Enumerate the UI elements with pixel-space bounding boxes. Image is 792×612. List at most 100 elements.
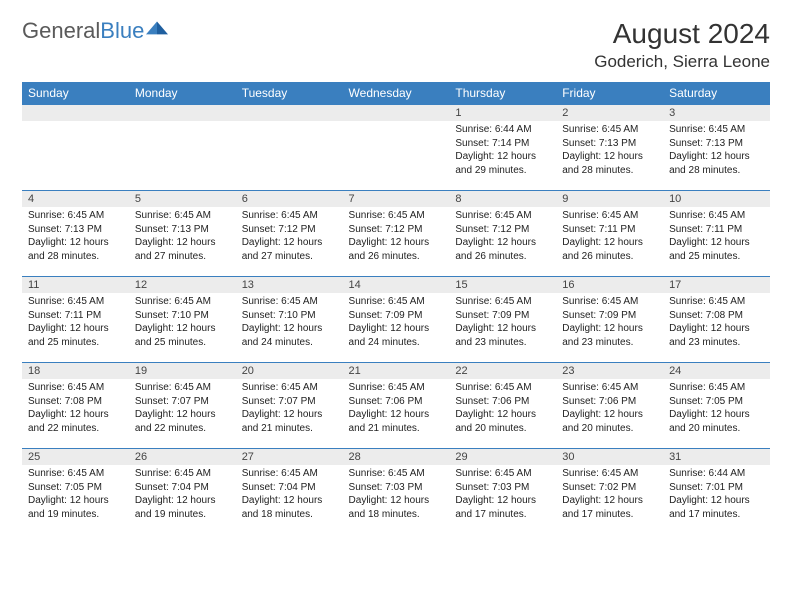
calendar-day-cell: 31Sunrise: 6:44 AMSunset: 7:01 PMDayligh… (663, 449, 770, 535)
day-number: 6 (236, 191, 343, 207)
calendar-day-cell: 15Sunrise: 6:45 AMSunset: 7:09 PMDayligh… (449, 277, 556, 363)
sunrise-line: Sunrise: 6:45 AM (28, 295, 123, 309)
calendar-day-cell: 7Sunrise: 6:45 AMSunset: 7:12 PMDaylight… (343, 191, 450, 277)
daylight-line: Daylight: 12 hours and 23 minutes. (562, 322, 657, 349)
sunset-line: Sunset: 7:13 PM (562, 137, 657, 151)
location-label: Goderich, Sierra Leone (594, 52, 770, 72)
sunrise-line: Sunrise: 6:45 AM (28, 209, 123, 223)
day-number: 14 (343, 277, 450, 293)
sunset-line: Sunset: 7:04 PM (135, 481, 230, 495)
day-detail: Sunrise: 6:45 AMSunset: 7:07 PMDaylight:… (236, 379, 343, 439)
calendar-day-cell (343, 105, 450, 191)
day-number: 31 (663, 449, 770, 465)
daylight-line: Daylight: 12 hours and 23 minutes. (455, 322, 550, 349)
daylight-line: Daylight: 12 hours and 19 minutes. (28, 494, 123, 521)
daylight-line: Daylight: 12 hours and 17 minutes. (669, 494, 764, 521)
day-detail: Sunrise: 6:45 AMSunset: 7:05 PMDaylight:… (663, 379, 770, 439)
day-detail: Sunrise: 6:45 AMSunset: 7:06 PMDaylight:… (343, 379, 450, 439)
sunset-line: Sunset: 7:04 PM (242, 481, 337, 495)
sunset-line: Sunset: 7:06 PM (349, 395, 444, 409)
calendar-day-cell: 30Sunrise: 6:45 AMSunset: 7:02 PMDayligh… (556, 449, 663, 535)
calendar-week-row: 18Sunrise: 6:45 AMSunset: 7:08 PMDayligh… (22, 363, 770, 449)
calendar-day-cell: 1Sunrise: 6:44 AMSunset: 7:14 PMDaylight… (449, 105, 556, 191)
day-number: 8 (449, 191, 556, 207)
daylight-line: Daylight: 12 hours and 17 minutes. (562, 494, 657, 521)
day-detail: Sunrise: 6:45 AMSunset: 7:02 PMDaylight:… (556, 465, 663, 525)
sunrise-line: Sunrise: 6:45 AM (242, 209, 337, 223)
day-detail: Sunrise: 6:45 AMSunset: 7:06 PMDaylight:… (556, 379, 663, 439)
sunset-line: Sunset: 7:05 PM (28, 481, 123, 495)
sunset-line: Sunset: 7:06 PM (455, 395, 550, 409)
sunset-line: Sunset: 7:13 PM (669, 137, 764, 151)
sunrise-line: Sunrise: 6:44 AM (455, 123, 550, 137)
day-detail: Sunrise: 6:45 AMSunset: 7:03 PMDaylight:… (449, 465, 556, 525)
day-number: 9 (556, 191, 663, 207)
day-number: 4 (22, 191, 129, 207)
logo-triangle-icon (146, 19, 168, 35)
day-detail: Sunrise: 6:45 AMSunset: 7:12 PMDaylight:… (449, 207, 556, 267)
sunrise-line: Sunrise: 6:45 AM (135, 209, 230, 223)
day-number: 16 (556, 277, 663, 293)
brand-part2: Blue (100, 18, 144, 44)
daylight-line: Daylight: 12 hours and 26 minutes. (349, 236, 444, 263)
calendar-day-cell: 21Sunrise: 6:45 AMSunset: 7:06 PMDayligh… (343, 363, 450, 449)
month-title: August 2024 (594, 18, 770, 50)
weekday-header: Sunday (22, 82, 129, 105)
calendar-day-cell: 14Sunrise: 6:45 AMSunset: 7:09 PMDayligh… (343, 277, 450, 363)
calendar-day-cell: 6Sunrise: 6:45 AMSunset: 7:12 PMDaylight… (236, 191, 343, 277)
sunrise-line: Sunrise: 6:45 AM (669, 295, 764, 309)
daylight-line: Daylight: 12 hours and 21 minutes. (242, 408, 337, 435)
sunset-line: Sunset: 7:11 PM (28, 309, 123, 323)
sunrise-line: Sunrise: 6:45 AM (349, 381, 444, 395)
day-number (22, 105, 129, 121)
sunset-line: Sunset: 7:07 PM (135, 395, 230, 409)
day-number (129, 105, 236, 121)
day-number: 19 (129, 363, 236, 379)
calendar-body: 1Sunrise: 6:44 AMSunset: 7:14 PMDaylight… (22, 105, 770, 535)
calendar-day-cell (129, 105, 236, 191)
daylight-line: Daylight: 12 hours and 27 minutes. (135, 236, 230, 263)
sunrise-line: Sunrise: 6:45 AM (455, 295, 550, 309)
calendar-day-cell: 18Sunrise: 6:45 AMSunset: 7:08 PMDayligh… (22, 363, 129, 449)
calendar-day-cell: 25Sunrise: 6:45 AMSunset: 7:05 PMDayligh… (22, 449, 129, 535)
day-detail: Sunrise: 6:45 AMSunset: 7:05 PMDaylight:… (22, 465, 129, 525)
day-detail: Sunrise: 6:45 AMSunset: 7:12 PMDaylight:… (343, 207, 450, 267)
day-detail: Sunrise: 6:45 AMSunset: 7:13 PMDaylight:… (22, 207, 129, 267)
day-detail: Sunrise: 6:45 AMSunset: 7:10 PMDaylight:… (129, 293, 236, 353)
daylight-line: Daylight: 12 hours and 18 minutes. (349, 494, 444, 521)
calendar-day-cell: 20Sunrise: 6:45 AMSunset: 7:07 PMDayligh… (236, 363, 343, 449)
daylight-line: Daylight: 12 hours and 23 minutes. (669, 322, 764, 349)
daylight-line: Daylight: 12 hours and 28 minutes. (669, 150, 764, 177)
sunrise-line: Sunrise: 6:45 AM (455, 209, 550, 223)
sunset-line: Sunset: 7:09 PM (562, 309, 657, 323)
calendar-day-cell: 11Sunrise: 6:45 AMSunset: 7:11 PMDayligh… (22, 277, 129, 363)
day-number: 22 (449, 363, 556, 379)
day-number: 18 (22, 363, 129, 379)
weekday-header: Saturday (663, 82, 770, 105)
day-detail: Sunrise: 6:45 AMSunset: 7:06 PMDaylight:… (449, 379, 556, 439)
calendar-day-cell: 27Sunrise: 6:45 AMSunset: 7:04 PMDayligh… (236, 449, 343, 535)
day-number: 28 (343, 449, 450, 465)
daylight-line: Daylight: 12 hours and 28 minutes. (562, 150, 657, 177)
day-number: 11 (22, 277, 129, 293)
sunset-line: Sunset: 7:12 PM (242, 223, 337, 237)
day-number: 30 (556, 449, 663, 465)
day-number (236, 105, 343, 121)
day-number: 21 (343, 363, 450, 379)
calendar-week-row: 4Sunrise: 6:45 AMSunset: 7:13 PMDaylight… (22, 191, 770, 277)
day-number: 5 (129, 191, 236, 207)
sunset-line: Sunset: 7:06 PM (562, 395, 657, 409)
sunset-line: Sunset: 7:03 PM (349, 481, 444, 495)
day-number: 10 (663, 191, 770, 207)
calendar-day-cell: 28Sunrise: 6:45 AMSunset: 7:03 PMDayligh… (343, 449, 450, 535)
sunset-line: Sunset: 7:09 PM (455, 309, 550, 323)
calendar-day-cell: 29Sunrise: 6:45 AMSunset: 7:03 PMDayligh… (449, 449, 556, 535)
calendar-day-cell: 17Sunrise: 6:45 AMSunset: 7:08 PMDayligh… (663, 277, 770, 363)
sunrise-line: Sunrise: 6:45 AM (349, 295, 444, 309)
sunrise-line: Sunrise: 6:45 AM (28, 381, 123, 395)
day-number: 7 (343, 191, 450, 207)
sunset-line: Sunset: 7:14 PM (455, 137, 550, 151)
calendar-day-cell: 19Sunrise: 6:45 AMSunset: 7:07 PMDayligh… (129, 363, 236, 449)
daylight-line: Daylight: 12 hours and 25 minutes. (135, 322, 230, 349)
daylight-line: Daylight: 12 hours and 21 minutes. (349, 408, 444, 435)
